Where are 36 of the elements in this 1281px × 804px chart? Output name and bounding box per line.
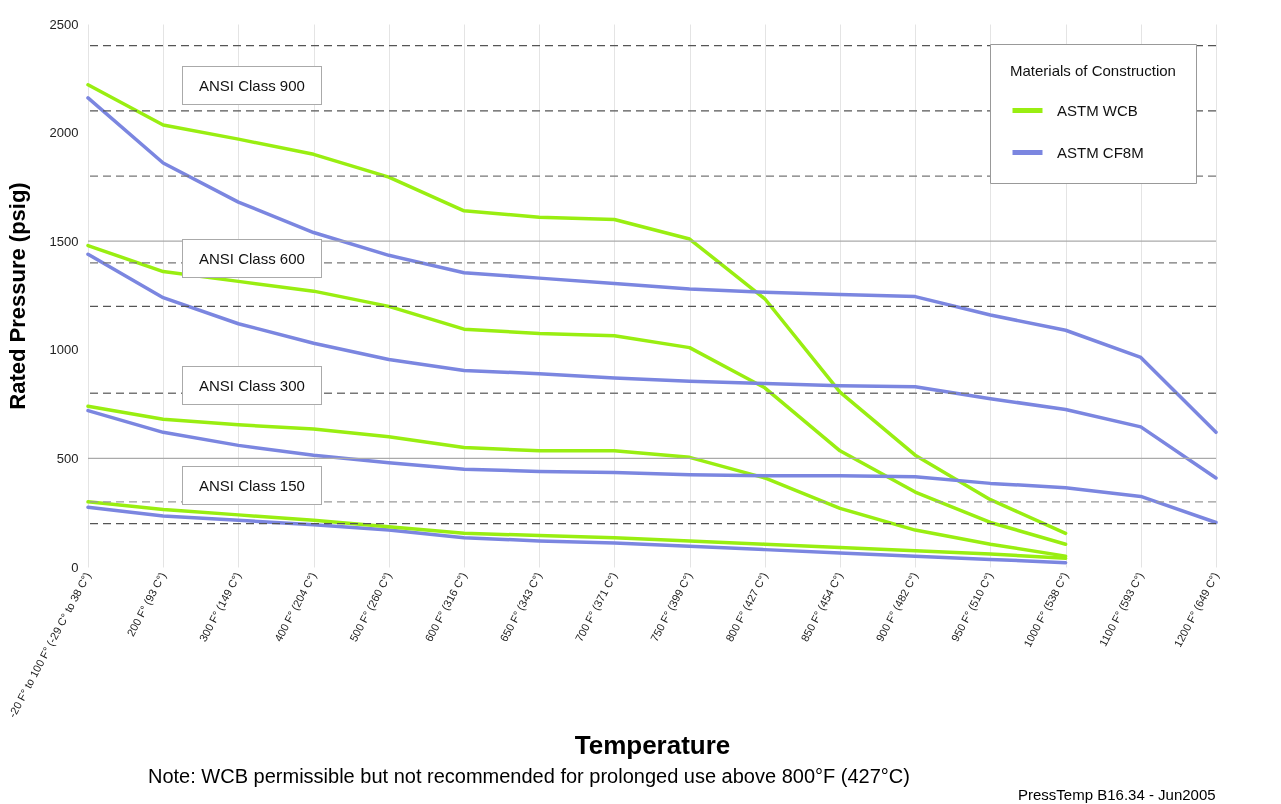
- legend-title: Materials of Construction: [1010, 62, 1176, 79]
- x-tick-label: 200 F° (93 C°): [124, 570, 169, 639]
- y-axis-title: Rated Pressure (psig): [4, 182, 30, 410]
- x-tick-label: 800 F° (427 C°): [723, 570, 770, 644]
- y-tick-label: 0: [71, 559, 79, 575]
- x-tick-label: 700 F° (371 C°): [572, 570, 620, 644]
- annotation: ANSI Class 600: [182, 239, 322, 278]
- legend-label: ASTM CF8M: [1057, 143, 1144, 161]
- x-axis-title: Temperature: [574, 730, 731, 761]
- x-tick-label: 400 F° (204 C°): [271, 570, 319, 644]
- annotation: ANSI Class 150: [182, 466, 322, 505]
- x-tick-label: 1000 F° (538 C°): [1021, 570, 1071, 649]
- y-tick-label: 1500: [49, 233, 79, 249]
- x-tick-label: 850 F° (454 C°): [798, 570, 845, 644]
- annotation: ANSI Class 900: [182, 66, 322, 105]
- x-tick-label: 900 F° (482 C°): [873, 570, 921, 644]
- y-tick-label: 2000: [49, 125, 79, 141]
- line-series: [86, 243, 1068, 546]
- x-tick-label: 1100 F° (593 C°): [1096, 570, 1146, 649]
- y-tick-label: 500: [56, 450, 79, 466]
- line-series: [86, 252, 1218, 480]
- y-tick-label: 2500: [49, 16, 79, 32]
- x-tick-label: 750 F° (399 C°): [647, 570, 695, 644]
- line-series: [86, 408, 1218, 525]
- y-tick-label: 1000: [49, 342, 79, 358]
- annotation: ANSI Class 300: [182, 366, 322, 405]
- text: Note: WCB permissible but not recommended for prolonged use above 800°F (427°C): [148, 765, 910, 788]
- line-series: [86, 96, 1218, 435]
- x-tick-label: 950 F° (510 C°): [948, 570, 996, 644]
- x-tick-label: 1200 F° (649 C°): [1171, 570, 1221, 649]
- text: PressTemp B16.34 - Jun2005: [1018, 786, 1216, 803]
- x-tick-label: 650 F° (343 C°): [497, 570, 545, 644]
- x-tick-label: 500 F° (260 C°): [347, 570, 394, 644]
- x-tick-label: 300 F° (149 C°): [196, 570, 244, 644]
- x-tick-label: 600 F° (316 C°): [422, 570, 469, 644]
- legend-label: ASTM WCB: [1057, 101, 1138, 119]
